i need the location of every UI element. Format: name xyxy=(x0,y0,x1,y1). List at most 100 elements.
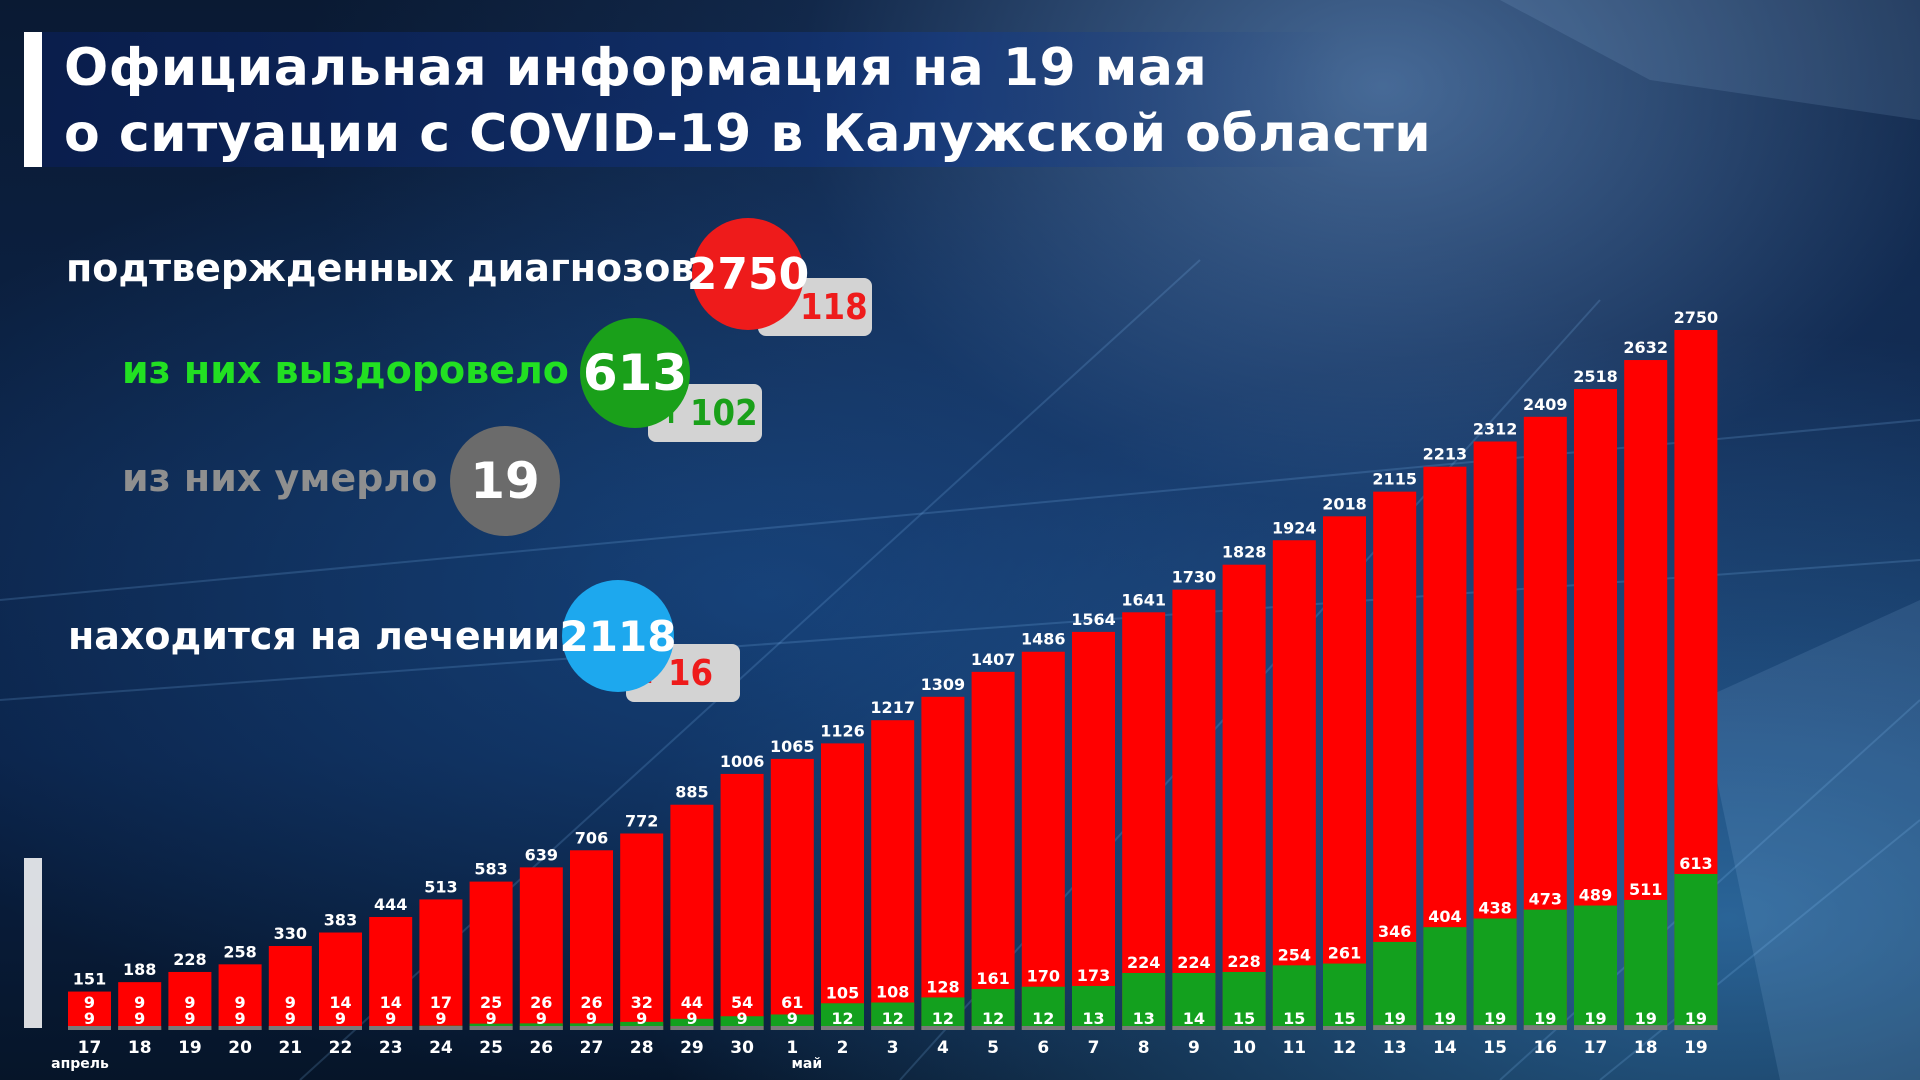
total-bar xyxy=(720,773,764,1030)
deaths-value-label: 13 xyxy=(1133,1009,1155,1028)
total-value-label: 639 xyxy=(525,845,558,864)
recovered-value-label: 170 xyxy=(1027,967,1060,986)
x-tick-label: 2 xyxy=(837,1038,849,1058)
x-tick-label: 11 xyxy=(1282,1038,1306,1058)
recovered-value-label: 161 xyxy=(976,969,1009,988)
total-value-label: 151 xyxy=(73,970,106,989)
confirmed-circle: 2750 xyxy=(687,218,809,330)
x-tick-label: 13 xyxy=(1383,1038,1407,1058)
deaths-value-label: 9 xyxy=(686,1009,697,1028)
recovered-value-label: 17 xyxy=(430,993,452,1012)
x-tick-label: 4 xyxy=(937,1038,949,1058)
total-value-label: 383 xyxy=(324,911,357,930)
total-value-label: 1126 xyxy=(820,721,865,740)
recovered-bar xyxy=(1272,965,1316,1030)
total-value-label: 1486 xyxy=(1021,630,1066,649)
deaths-bar xyxy=(218,1026,262,1030)
total-value-label: 330 xyxy=(274,924,307,943)
deaths-value-label: 19 xyxy=(1685,1009,1707,1028)
deaths-value-label: 9 xyxy=(385,1009,396,1028)
total-value-label: 228 xyxy=(173,950,206,969)
deaths-value-label: 9 xyxy=(486,1009,497,1028)
total-value-label: 2750 xyxy=(1674,308,1719,327)
recovered-bar xyxy=(821,1003,864,1030)
recovered-value-label: 224 xyxy=(1177,953,1210,972)
x-tick-label: 22 xyxy=(329,1038,353,1058)
x-tick-label: 25 xyxy=(479,1038,503,1058)
deaths-bar xyxy=(469,1026,513,1030)
deaths-bar xyxy=(720,1026,764,1030)
recovered-value-label: 511 xyxy=(1629,880,1662,899)
total-bar xyxy=(1122,612,1166,1030)
x-tick-label: 1 xyxy=(786,1038,798,1058)
recovered-value-label: 9 xyxy=(184,993,195,1012)
recovered-delta: 102 xyxy=(690,392,758,434)
total-bar xyxy=(68,991,111,1030)
x-tick-label: 16 xyxy=(1533,1038,1557,1058)
deaths-bar xyxy=(821,1026,864,1030)
total-bar xyxy=(770,758,814,1030)
deaths-bar xyxy=(1373,1025,1417,1030)
recovered-value-label: 228 xyxy=(1227,952,1260,971)
deaths-bar xyxy=(1222,1026,1266,1030)
x-tick-label: 23 xyxy=(379,1038,403,1058)
deaths-value-label: 9 xyxy=(184,1009,195,1028)
total-value-label: 2632 xyxy=(1623,338,1668,357)
deaths-value-label: 19 xyxy=(1534,1009,1556,1028)
deaths-value-label: 19 xyxy=(1584,1009,1606,1028)
recovered-value-label: 25 xyxy=(480,993,502,1012)
deaths-bar xyxy=(1674,1025,1718,1030)
deaths-value-label: 14 xyxy=(1183,1009,1205,1028)
recovered-bar xyxy=(871,1002,915,1030)
x-tick-label: 14 xyxy=(1433,1038,1457,1058)
x-tick-label: 27 xyxy=(580,1038,604,1058)
recovered-bar xyxy=(1423,927,1467,1030)
deaths-value-label: 9 xyxy=(787,1009,798,1028)
recovered-bar xyxy=(670,1018,714,1030)
total-bar xyxy=(620,833,664,1030)
recovered-circle: 613 xyxy=(580,318,690,428)
deaths-bar xyxy=(519,1026,563,1030)
recovered-value-label: 108 xyxy=(876,983,909,1002)
total-bar xyxy=(369,916,413,1030)
recovered-label: из них выздоровело xyxy=(122,348,569,392)
deaths-value-label: 9 xyxy=(586,1009,597,1028)
deaths-value-label: 9 xyxy=(435,1009,446,1028)
total-value-label: 1828 xyxy=(1222,543,1267,562)
total-value-label: 706 xyxy=(575,828,608,847)
total-value-label: 2213 xyxy=(1423,445,1468,464)
total-bar xyxy=(419,899,463,1030)
x-tick-label: 19 xyxy=(178,1038,202,1058)
x-tick-label: 8 xyxy=(1138,1038,1150,1058)
deaths-bar xyxy=(1172,1026,1216,1030)
deaths-bar xyxy=(921,1026,965,1030)
total-value-label: 2115 xyxy=(1372,470,1417,489)
total-bar xyxy=(921,696,965,1030)
total-bar xyxy=(971,671,1015,1030)
x-tick-label: 9 xyxy=(1188,1038,1200,1058)
recovered-bar xyxy=(1523,909,1567,1030)
recovered-value-label: 346 xyxy=(1378,922,1411,941)
recovered-value-label: 224 xyxy=(1127,953,1160,972)
total-value-label: 444 xyxy=(374,895,407,914)
recovered-bar xyxy=(971,989,1015,1030)
total-value-label: 2018 xyxy=(1322,494,1367,513)
deaths-bar xyxy=(369,1026,413,1030)
page-title-line2: о ситуации с COVID-19 в Калужской област… xyxy=(64,104,1432,164)
total-bar xyxy=(1373,491,1417,1030)
total-bar xyxy=(519,867,563,1030)
x-tick-label: 15 xyxy=(1483,1038,1507,1058)
deaths-value-label: 15 xyxy=(1333,1009,1355,1028)
deaths-bar xyxy=(1323,1026,1366,1030)
total-value-label: 2409 xyxy=(1523,395,1568,414)
total-value-label: 885 xyxy=(675,783,708,802)
deaths-value-label: 19 xyxy=(1635,1009,1657,1028)
total-value-label: 1217 xyxy=(870,698,915,717)
total-bar xyxy=(570,850,613,1030)
total-value-label: 2312 xyxy=(1473,419,1518,438)
recovered-value-label: 9 xyxy=(84,993,95,1012)
title-banner xyxy=(42,32,1342,167)
x-tick-label: 12 xyxy=(1333,1038,1357,1058)
deaths-value-label: 9 xyxy=(285,1009,296,1028)
x-tick-label: 5 xyxy=(987,1038,999,1058)
